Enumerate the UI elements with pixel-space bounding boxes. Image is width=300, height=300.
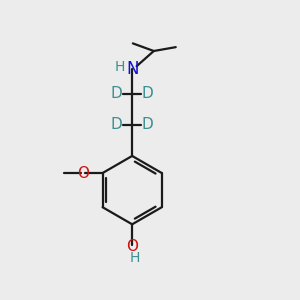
- Text: D: D: [111, 86, 123, 101]
- Text: D: D: [111, 117, 123, 132]
- Text: D: D: [142, 117, 154, 132]
- Text: N: N: [127, 60, 139, 78]
- Text: O: O: [77, 166, 89, 181]
- Text: H: H: [115, 60, 125, 74]
- Text: D: D: [142, 86, 154, 101]
- Text: H: H: [130, 251, 140, 265]
- Text: O: O: [126, 239, 138, 254]
